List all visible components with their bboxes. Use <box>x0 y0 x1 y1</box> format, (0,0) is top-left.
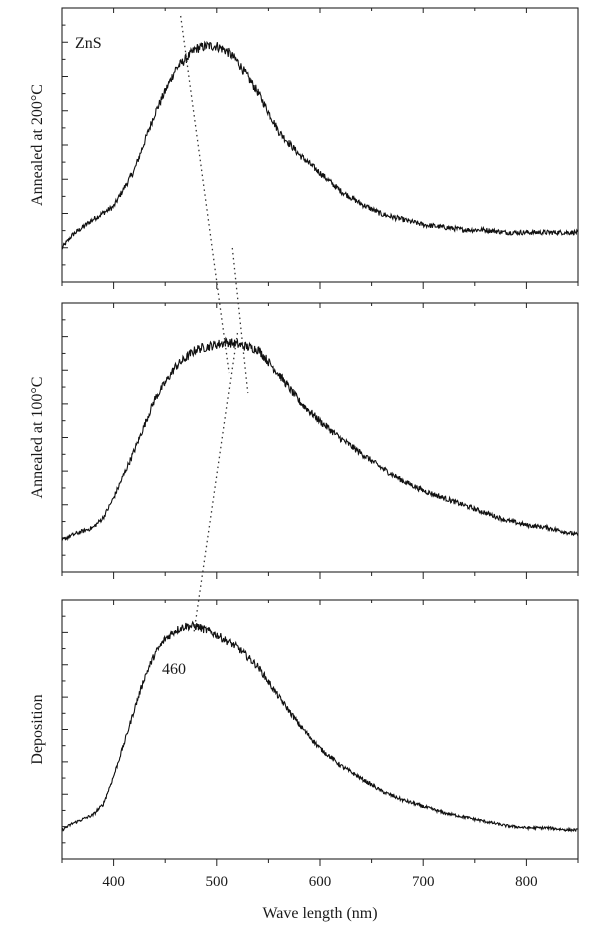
dotted-guide-line <box>180 15 230 374</box>
y-axis-label: Deposition <box>29 694 46 764</box>
panel-frame <box>61 599 579 860</box>
series-line <box>61 336 579 542</box>
panel-3: Deposition 460 <box>29 599 579 866</box>
peak-shift-guide <box>180 15 249 633</box>
panels-layer: Annealed at 200°C ZnS Annealed at 100°C Dep… <box>29 7 579 890</box>
panel-2: Annealed at 100°C <box>29 302 579 579</box>
x-axis-label: Wave length (nm) <box>262 905 377 922</box>
panel-annotation: 460 <box>162 661 186 678</box>
series-line <box>61 620 579 833</box>
panel-annotation: ZnS <box>75 35 102 52</box>
x-tick-label: 400 <box>102 874 125 890</box>
x-tick-label: 600 <box>309 874 332 890</box>
series-line <box>61 40 579 250</box>
dotted-guide-line <box>193 332 239 633</box>
panel-frame <box>61 7 579 283</box>
x-tick-label: 700 <box>412 874 435 890</box>
x-tick-label: 800 <box>515 874 538 890</box>
y-axis-label: Annealed at 200°C <box>29 84 46 206</box>
panel-1: Annealed at 200°C ZnS <box>29 7 579 289</box>
x-tick-label: 500 <box>206 874 229 890</box>
dotted-guide-line <box>231 247 249 394</box>
y-axis-label: Annealed at 100°C <box>29 377 46 499</box>
